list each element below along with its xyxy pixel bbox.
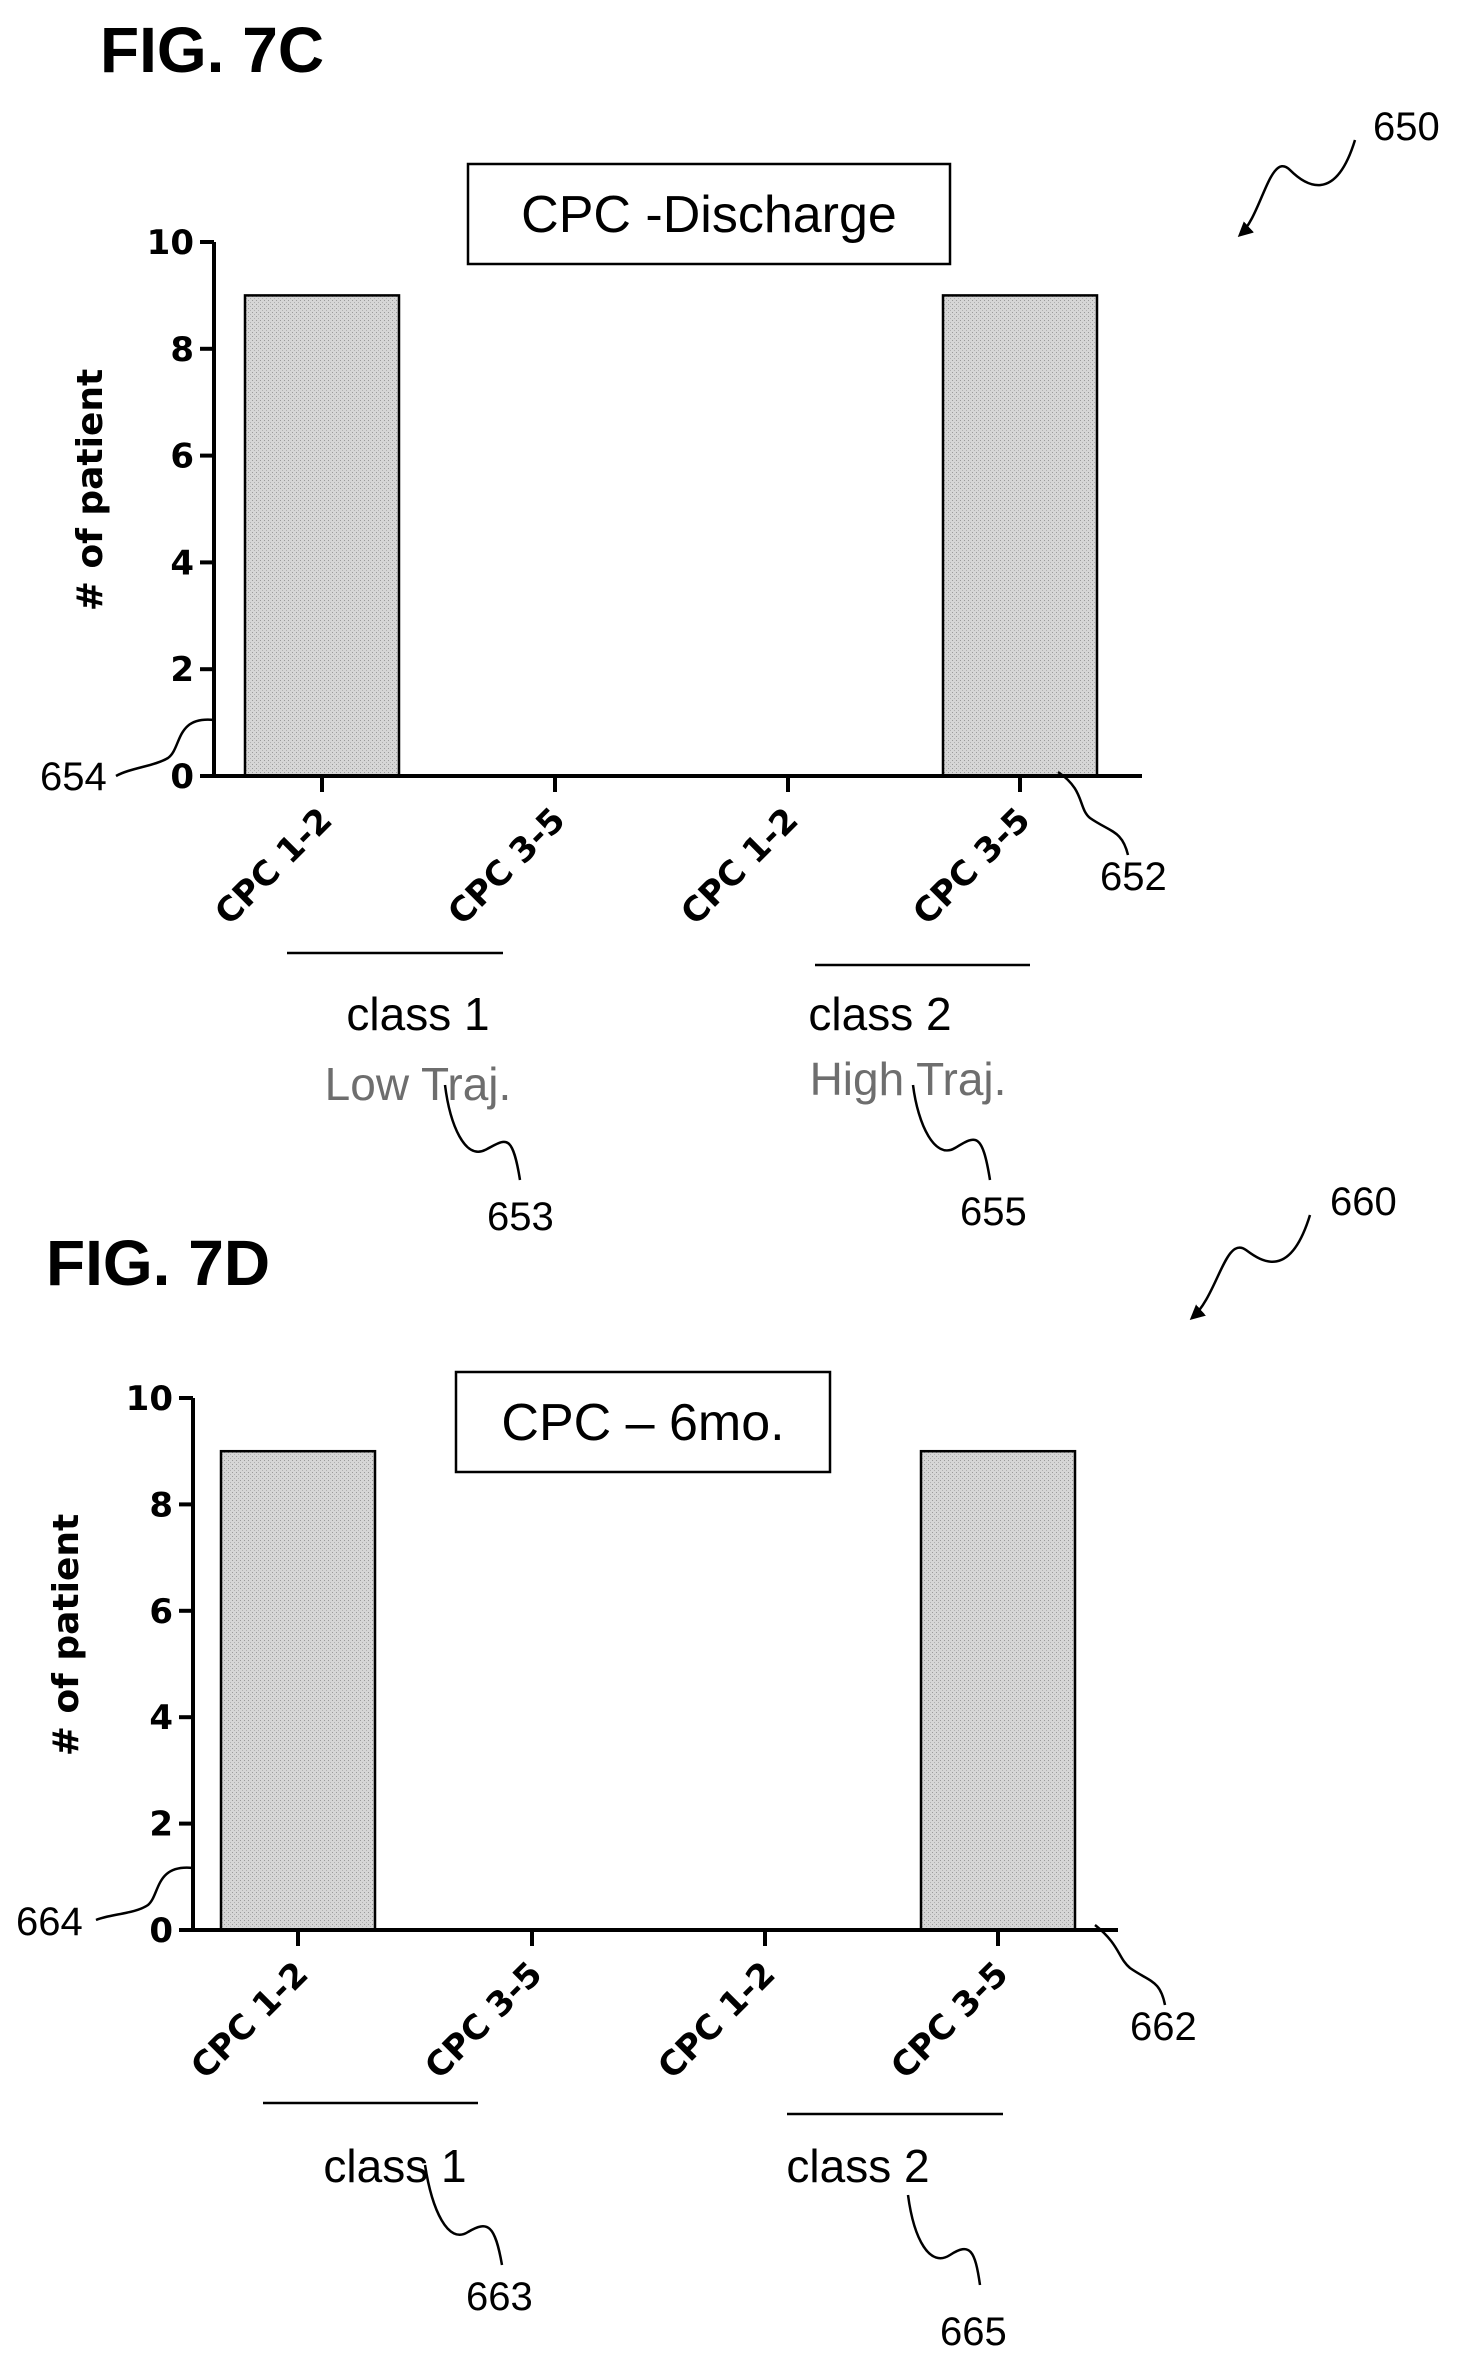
chart-title: CPC -Discharge	[521, 186, 897, 244]
figure-7d: FIG. 7D 660 CPC – 6mo. # of patient 0 2 4 6…	[16, 1180, 1397, 2354]
figure-ref-arrow	[1189, 1214, 1312, 1320]
group-2-leader	[906, 2194, 982, 2286]
x-axis-leader	[1094, 1924, 1167, 2006]
group-1-ref-number: 663	[466, 2275, 533, 2319]
y-tick-label: 4	[149, 1698, 173, 1738]
figure-ref-arrow	[1237, 139, 1357, 238]
group-label-class-2: class 2	[786, 2140, 929, 2192]
y-tick-label: 4	[170, 543, 194, 583]
figure-ref-number: 650	[1373, 105, 1440, 149]
figure-label: FIG. 7C	[100, 14, 324, 86]
group-2-leader	[911, 1084, 992, 1181]
y-axis-label: # of patient	[46, 1514, 87, 1757]
bar-4	[941, 294, 1099, 778]
y-tick-label: 10	[126, 1379, 173, 1419]
group-sub-high-traj: High Traj.	[810, 1053, 1007, 1105]
bar-1	[243, 294, 401, 778]
x-tick-label: CPC 1-2	[207, 800, 340, 933]
x-tick-label: CPC 3-5	[440, 800, 573, 933]
group-label-class-2: class 2	[808, 988, 951, 1040]
figure-label: FIG. 7D	[46, 1227, 270, 1299]
y-tick-label: 8	[170, 330, 194, 370]
y-tick-label: 2	[170, 650, 194, 690]
group-2-ref-number: 655	[960, 1190, 1027, 1234]
y-origin-leader	[115, 718, 215, 778]
y-tick-label: 0	[149, 1911, 173, 1951]
x-tick-label: CPC 3-5	[417, 1954, 550, 2087]
x-axis-ref-number: 652	[1100, 855, 1167, 899]
x-tick-label: CPC 1-2	[650, 1954, 783, 2087]
group-1-leader	[443, 1084, 522, 1181]
group-label-class-1: class 1	[346, 988, 489, 1040]
chart-title-box	[454, 1370, 832, 1474]
chart-title-box	[466, 162, 952, 266]
group-1-leader	[423, 2164, 504, 2266]
y-tick-label: 6	[149, 1592, 173, 1632]
x-tick-label: CPC 1-2	[183, 1954, 316, 2087]
figure-ref-number: 660	[1330, 1180, 1397, 1224]
group-label-class-1: class 1	[323, 2140, 466, 2192]
x-tick-label: CPC 1-2	[673, 800, 806, 933]
y-origin-ref-number: 654	[40, 755, 107, 799]
group-1-ref-number: 653	[487, 1195, 554, 1239]
y-tick-label: 2	[149, 1805, 173, 1845]
plot-area: 0 2 4 6 8 10 CPC 1-2 CPC 3-5 CPC 1-2 CPC 3-5	[126, 1379, 1118, 2087]
y-tick-label: 0	[170, 757, 194, 797]
group-2-ref-number: 665	[940, 2310, 1007, 2354]
y-tick-label: 6	[170, 437, 194, 477]
plot-area: 0 2 4 6 8 10 CPC 1-2 CPC 3-5 CPC 1-2 CPC 3-5	[147, 223, 1142, 933]
y-axis-label: # of patient	[70, 369, 111, 612]
group-sub-low-traj: Low Traj.	[325, 1058, 512, 1110]
bar-1	[219, 1449, 377, 1932]
y-origin-leader	[95, 1866, 194, 1922]
x-tick-label: CPC 3-5	[883, 1954, 1016, 2087]
x-axis-ref-number: 662	[1130, 2005, 1197, 2049]
x-axis-leader	[1057, 770, 1130, 856]
y-origin-ref-number: 664	[16, 1900, 83, 1944]
x-tick-label: CPC 3-5	[905, 800, 1038, 933]
figure-7c: FIG. 7C 650 CPC -Discharge # of patient …	[40, 14, 1440, 1239]
y-tick-label: 8	[149, 1485, 173, 1525]
chart-title: CPC – 6mo.	[501, 1394, 784, 1452]
y-tick-label: 10	[147, 223, 194, 263]
bar-4	[919, 1449, 1077, 1932]
